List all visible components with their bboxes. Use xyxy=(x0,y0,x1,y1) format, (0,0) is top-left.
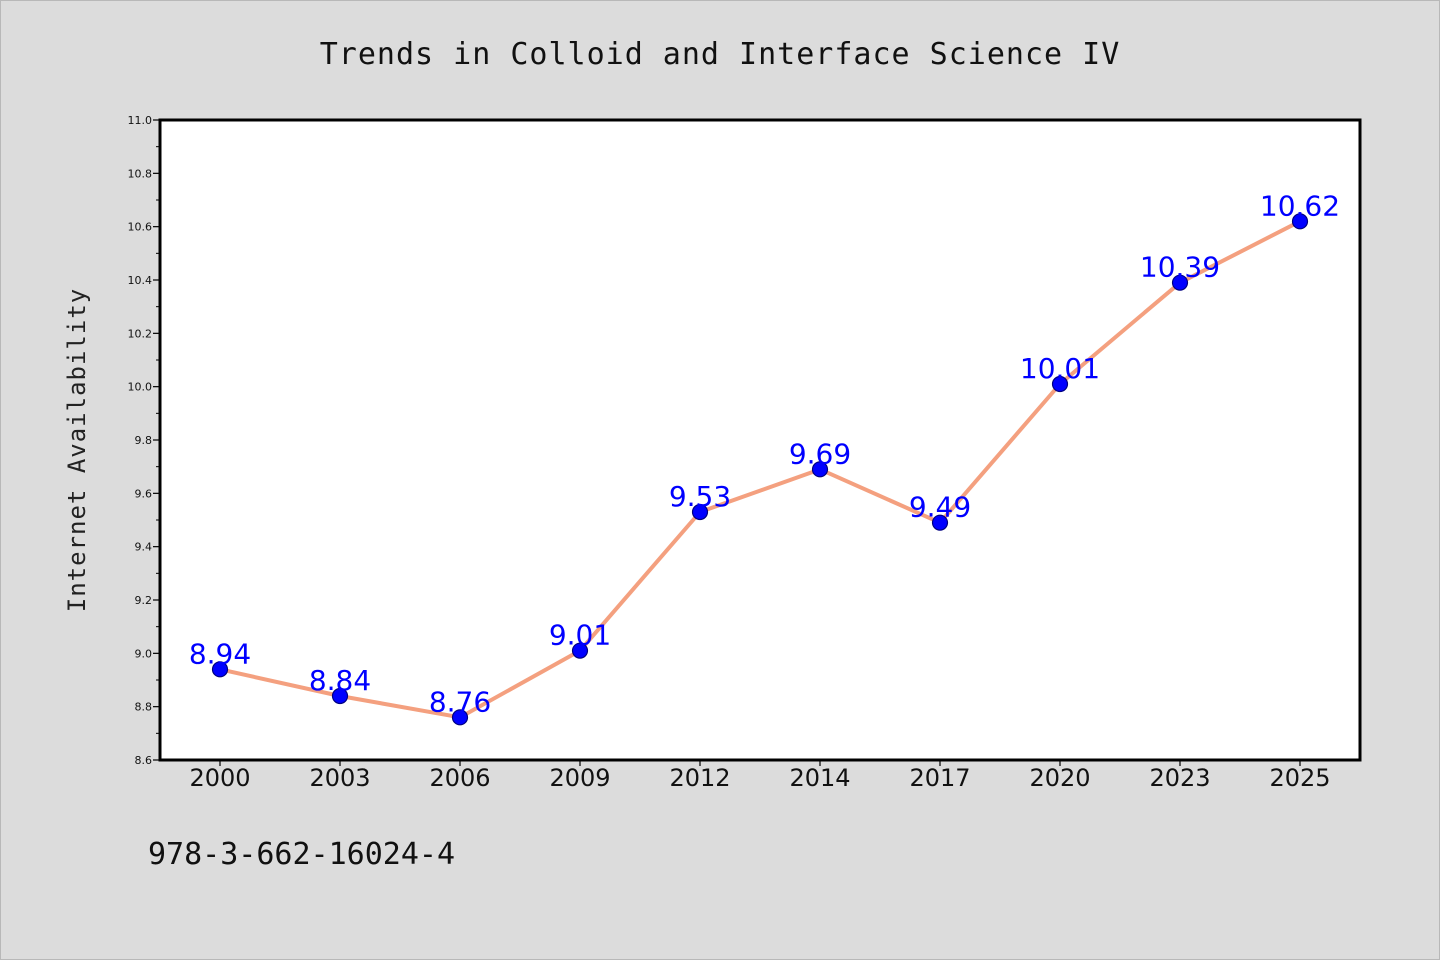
x-tick-label: 2009 xyxy=(549,764,610,792)
data-label: 10.62 xyxy=(1260,189,1340,222)
y-axis-label: Internet Availability xyxy=(63,288,91,612)
data-point xyxy=(811,461,829,478)
x-axis-ticks: 2000 2003 2006 2009 2012 2014 2017 2020 2023 2025 xyxy=(189,760,1331,792)
data-point xyxy=(1171,274,1189,291)
data-label: 8.94 xyxy=(189,637,251,670)
data-label: 9.53 xyxy=(669,480,731,513)
data-label: 8.84 xyxy=(309,664,371,697)
y-tick-label: 9.2 xyxy=(135,594,153,607)
data-label: 9.01 xyxy=(549,619,611,652)
y-tick-label: 11.0 xyxy=(128,114,153,127)
data-point xyxy=(211,661,229,678)
x-tick-label: 2000 xyxy=(189,764,250,792)
x-tick-label: 2012 xyxy=(669,764,730,792)
y-tick-label: 8.6 xyxy=(135,754,153,767)
y-tick-label: 10.0 xyxy=(128,381,153,394)
plot-frame xyxy=(158,118,1362,762)
x-tick-label: 2003 xyxy=(309,764,370,792)
data-point xyxy=(691,503,709,521)
x-tick-label: 2006 xyxy=(429,764,490,792)
series-group xyxy=(211,213,1309,726)
x-tick-label: 2025 xyxy=(1269,764,1330,792)
y-tick-label: 10.2 xyxy=(128,327,153,340)
series-line xyxy=(218,219,1302,720)
x-tick-label: 2020 xyxy=(1029,764,1090,792)
data-labels-group: 8.94 8.84 8.76 9.01 9.53 9.69 9.49 10.01 10.39 10… xyxy=(189,189,1340,718)
y-tick-label: 10.6 xyxy=(128,221,153,234)
y-tick-label: 9.6 xyxy=(135,487,153,500)
data-point xyxy=(571,642,589,659)
x-tick-label: 2017 xyxy=(909,764,970,792)
y-tick-label: 10.4 xyxy=(128,274,153,287)
plot-area xyxy=(160,120,1360,760)
data-label: 10.01 xyxy=(1020,352,1100,385)
data-label: 9.69 xyxy=(789,437,851,470)
y-tick-label: 9.0 xyxy=(135,647,153,660)
chart-title: Trends in Colloid and Interface Science … xyxy=(320,37,1121,72)
data-label: 10.39 xyxy=(1140,251,1220,284)
data-point xyxy=(1051,375,1069,393)
isbn-footer: 978-3-662-16024-4 xyxy=(148,837,455,872)
y-tick-label: 9.8 xyxy=(135,434,153,447)
x-tick-label: 2014 xyxy=(789,764,850,792)
y-axis-ticks: 8.6 8.8 9.0 9.2 9.4 9.6 9.8 10.0 10.2 10.4 10.6 10.… xyxy=(128,114,160,767)
data-label: 8.76 xyxy=(429,685,491,718)
data-point xyxy=(1291,213,1309,230)
data-point xyxy=(331,687,349,705)
data-point xyxy=(451,709,469,726)
y-tick-label: 10.8 xyxy=(128,167,153,180)
x-tick-label: 2023 xyxy=(1149,764,1210,792)
data-point xyxy=(931,514,949,531)
y-tick-label: 9.4 xyxy=(135,541,153,554)
data-label: 9.49 xyxy=(909,491,971,524)
y-tick-label: 8.8 xyxy=(135,701,153,714)
